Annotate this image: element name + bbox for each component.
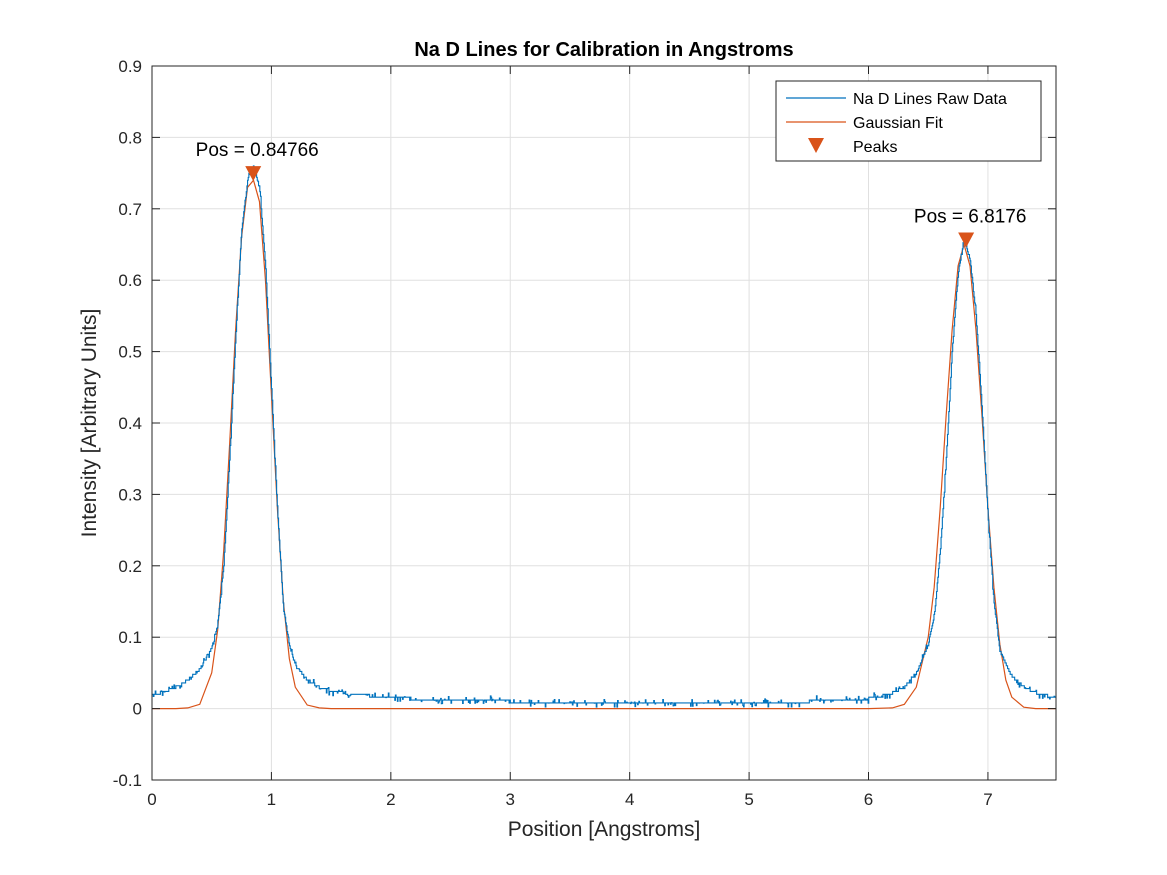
x-tick-label: 4 <box>625 790 634 809</box>
legend-fit-label: Gaussian Fit <box>853 115 943 132</box>
y-tick-label: 0.7 <box>118 200 142 219</box>
annotations: Pos = 0.84766 Pos = 6.8176 <box>196 140 1027 227</box>
x-tick-label: 7 <box>983 790 992 809</box>
ticks: 0 1 2 3 4 5 6 7 -0.1 0 0.1 0.2 0.3 0.4 0.5 0.6 0.7 0.8 0.9 <box>113 57 1056 809</box>
y-axis-label: Intensity [Arbitrary Units] <box>78 309 101 538</box>
y-tick-label: 0.2 <box>118 557 142 576</box>
legend: Na D Lines Raw Data Gaussian Fit Peaks <box>775 80 1042 162</box>
x-tick-label: 6 <box>864 790 873 809</box>
y-tick-label: 0.5 <box>118 343 142 362</box>
x-axis-label: Position [Angstroms] <box>508 818 701 841</box>
chart-title: Na D Lines for Calibration in Angstroms <box>414 39 793 61</box>
y-tick-label: 0.3 <box>118 485 142 504</box>
legend-peaks-label: Peaks <box>853 139 897 156</box>
peak-marker <box>245 166 262 182</box>
y-tick-label: 0.6 <box>118 271 142 290</box>
x-tick-label: 1 <box>267 790 276 809</box>
y-tick-label: 0.9 <box>118 57 142 76</box>
x-tick-label: 2 <box>386 790 395 809</box>
x-tick-label: 3 <box>506 790 515 809</box>
peak-annotation: Pos = 0.84766 <box>196 140 319 161</box>
series-raw-data <box>152 165 1056 708</box>
series-layer <box>152 165 1056 710</box>
peak-marker <box>958 232 975 248</box>
y-tick-label: 0.8 <box>118 128 142 147</box>
x-tick-label: 0 <box>147 790 156 809</box>
legend-peaks-marker <box>808 138 824 153</box>
legend-raw-label: Na D Lines Raw Data <box>853 91 1007 108</box>
y-tick-label: 0 <box>133 700 142 719</box>
x-tick-label: 5 <box>744 790 753 809</box>
y-tick-label: 0.1 <box>118 628 142 647</box>
y-tick-label: -0.1 <box>113 771 142 790</box>
y-tick-label: 0.4 <box>118 414 142 433</box>
legend-box <box>775 80 1042 162</box>
peak-annotation: Pos = 6.8176 <box>914 207 1027 228</box>
